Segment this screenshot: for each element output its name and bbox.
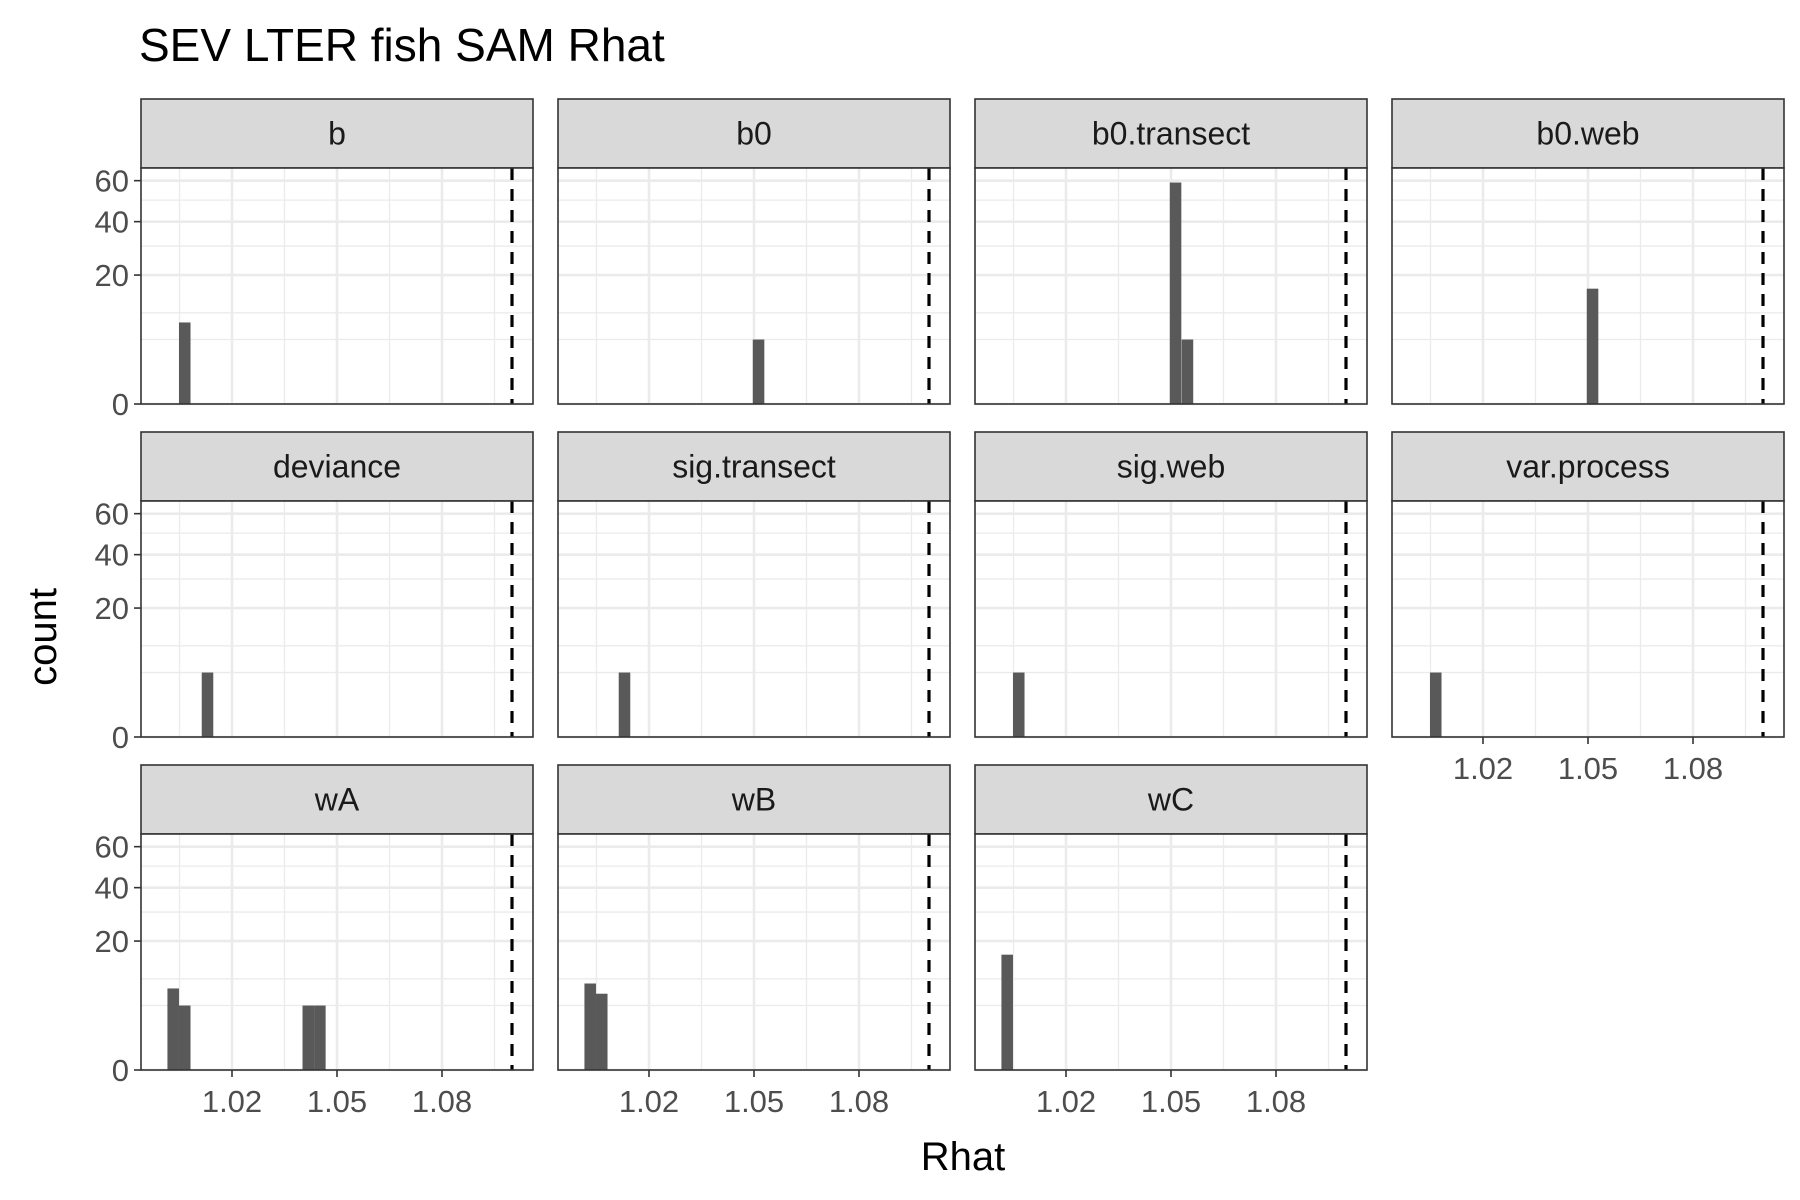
facet-panels: b b0 b0.transect b0.web deviance sig.transect…	[140, 98, 1785, 1072]
facet-panel-b: b	[140, 98, 534, 406]
x-tick-label: 1.02	[1036, 1084, 1096, 1119]
x-axis-ticks: 1.02 1.05 1.08 1.02 1.05 1.08 1.02 1.05 1.08 1.02…	[202, 737, 1723, 1119]
panel-border	[974, 500, 1368, 738]
facet-label-var-process: var.process	[1506, 449, 1670, 485]
facet-strip-var-process	[1391, 431, 1785, 502]
histogram-bar	[1429, 672, 1442, 737]
facet-panel-wc: wC	[974, 764, 1368, 1072]
facet-panel-deviance: deviance	[140, 431, 534, 739]
facet-label-wb: wB	[731, 782, 776, 818]
facet-panel-b0-web: b0.web	[1391, 98, 1785, 406]
facet-label-sig-web: sig.web	[1117, 449, 1226, 485]
x-axis-title: Rhat	[921, 1135, 1006, 1179]
facet-strip-b0	[557, 98, 951, 169]
y-tick-label: 60	[95, 164, 129, 199]
histogram-bar	[595, 993, 608, 1070]
histogram-bar	[178, 1005, 191, 1070]
histogram-bar	[314, 1005, 326, 1070]
histogram-bar	[201, 672, 214, 737]
y-tick-label: 60	[95, 497, 129, 532]
y-tick-label: 60	[95, 830, 129, 865]
facet-label-wc: wC	[1147, 782, 1194, 818]
y-tick-label: 20	[95, 258, 129, 293]
x-tick-label: 1.05	[1141, 1084, 1201, 1119]
y-tick-label: 40	[95, 205, 129, 240]
y-tick-label: 40	[95, 538, 129, 573]
facet-panel-b0: b0	[557, 98, 951, 406]
x-tick-label: 1.05	[307, 1084, 367, 1119]
x-tick-label: 1.08	[412, 1084, 472, 1119]
x-tick-label: 1.08	[1246, 1084, 1306, 1119]
facet-strip-wc	[974, 764, 1368, 835]
x-tick-label: 1.02	[619, 1084, 679, 1119]
facet-panel-sig-web: sig.web	[974, 431, 1368, 739]
facet-panel-wa: wA	[140, 764, 534, 1072]
y-tick-label: 0	[112, 720, 129, 755]
y-axis-ticks: 0 20 40 60 0 20 40 60 0 20 40 60	[95, 164, 141, 1088]
chart-title: SEV LTER fish SAM Rhat	[139, 19, 665, 71]
facet-label-b0: b0	[736, 116, 772, 152]
facet-strip-b0-web	[1391, 98, 1785, 169]
facet-panel-sig-transect: sig.transect	[557, 431, 951, 739]
x-tick-label: 1.02	[202, 1084, 262, 1119]
facet-panel-b0-transect: b0.transect	[974, 98, 1368, 406]
x-tick-label: 1.05	[724, 1084, 784, 1119]
panel-border	[974, 167, 1368, 405]
facet-strip-b0-transect	[974, 98, 1368, 169]
histogram-bar	[167, 988, 179, 1070]
x-tick-label: 1.08	[829, 1084, 889, 1119]
histogram-bar	[302, 1005, 315, 1070]
x-tick-label: 1.02	[1453, 751, 1513, 786]
panel-border	[140, 167, 534, 405]
y-tick-label: 40	[95, 871, 129, 906]
facet-label-deviance: deviance	[273, 449, 401, 485]
histogram-bar	[1012, 672, 1025, 737]
facet-label-b: b	[328, 116, 346, 152]
histogram-bar	[1169, 182, 1182, 404]
histogram-bar	[1586, 288, 1599, 404]
histogram-bar	[1181, 339, 1194, 404]
histogram-bar	[178, 322, 191, 404]
x-tick-label: 1.05	[1558, 751, 1618, 786]
y-tick-label: 20	[95, 591, 129, 626]
facet-label-wa: wA	[314, 782, 360, 818]
histogram-bar	[1001, 954, 1013, 1070]
y-tick-label: 0	[112, 1053, 129, 1088]
facet-strip-sig-transect	[557, 431, 951, 502]
x-tick-label: 1.08	[1663, 751, 1723, 786]
panel-border	[557, 500, 951, 738]
facet-strip-deviance	[140, 431, 534, 502]
facet-label-sig-transect: sig.transect	[672, 449, 836, 485]
facet-panel-var-process: var.process	[1391, 431, 1785, 739]
y-tick-label: 20	[95, 924, 129, 959]
histogram-bar	[752, 339, 765, 404]
facet-label-b0-web: b0.web	[1536, 116, 1639, 152]
histogram-bar	[618, 672, 631, 737]
panel-border	[1391, 167, 1785, 405]
y-axis-title: count	[21, 588, 65, 686]
facet-strip-wb	[557, 764, 951, 835]
facet-panel-wb: wB	[557, 764, 951, 1072]
facet-label-b0-transect: b0.transect	[1092, 116, 1250, 152]
panel-border	[140, 500, 534, 738]
histogram-bar	[584, 983, 596, 1070]
facet-strip-b	[140, 98, 534, 169]
panel-border	[557, 167, 951, 405]
y-tick-label: 0	[112, 387, 129, 422]
facet-strip-sig-web	[974, 431, 1368, 502]
facet-strip-wa	[140, 764, 534, 835]
